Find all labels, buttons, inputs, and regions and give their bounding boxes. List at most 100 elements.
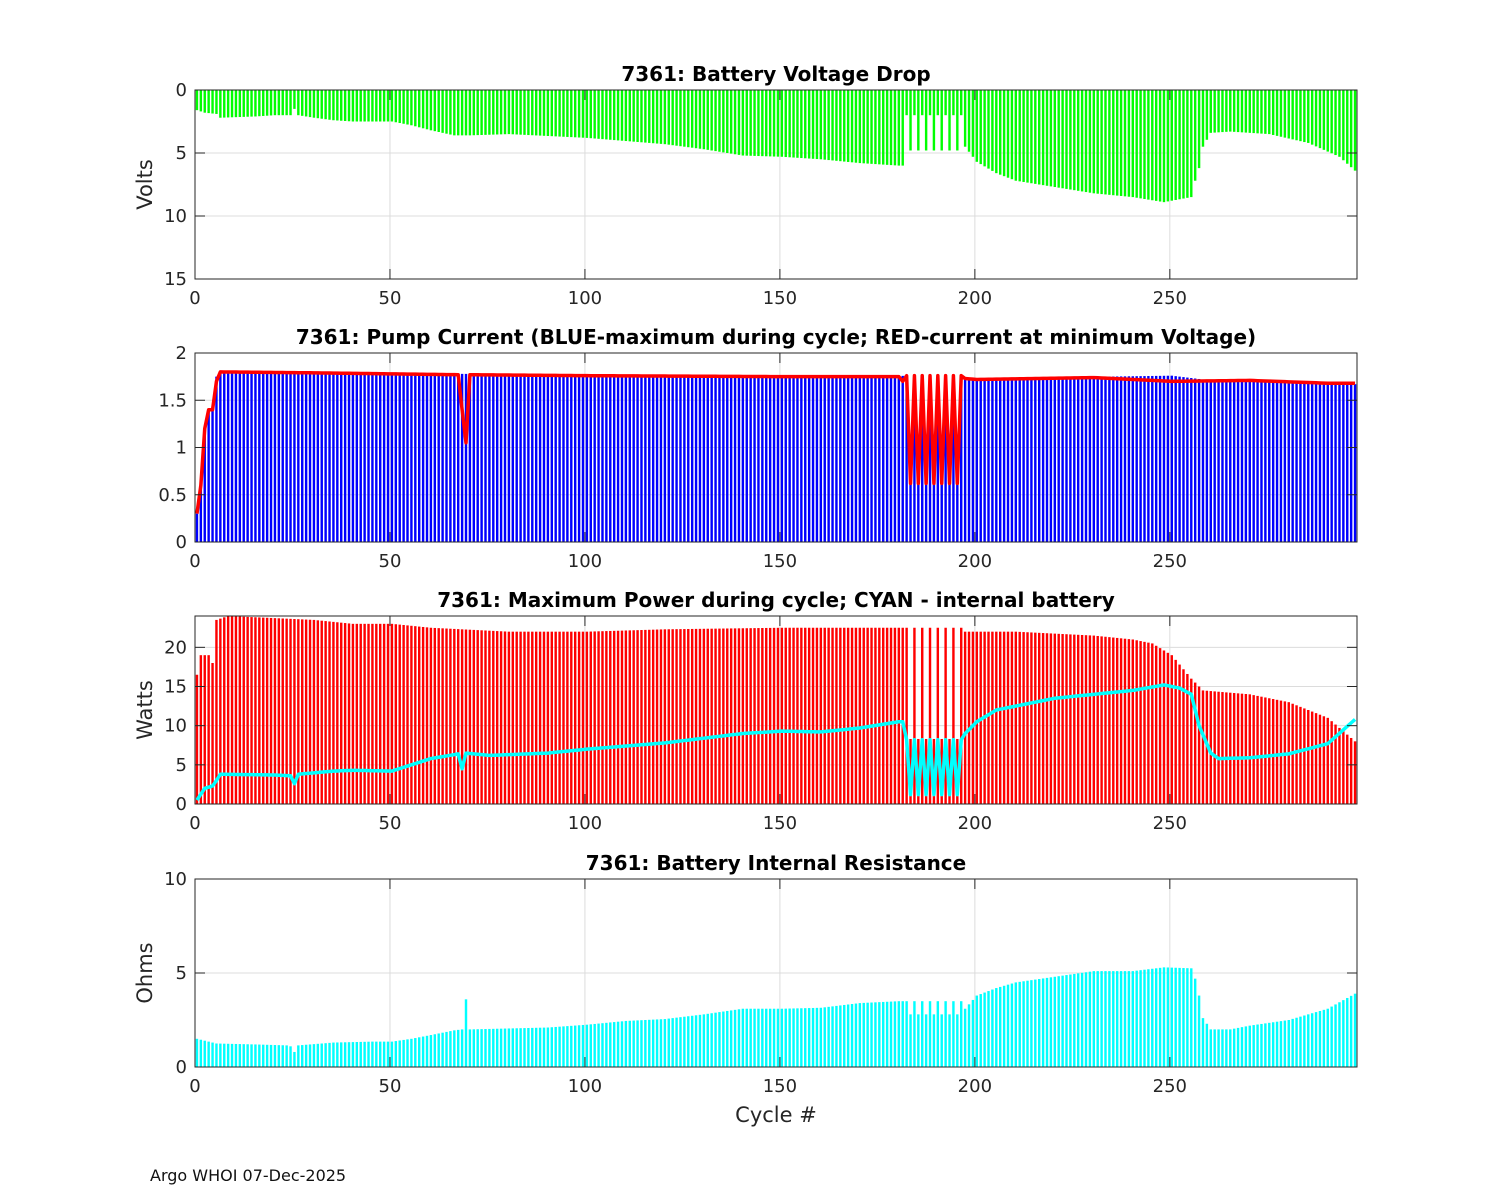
bar-16 xyxy=(258,90,261,117)
bar-149 xyxy=(776,1008,780,1067)
bar-172 xyxy=(866,375,869,542)
bar-120 xyxy=(663,375,667,542)
bar-143 xyxy=(753,1008,756,1067)
bar-132 xyxy=(710,628,713,804)
bar-140 xyxy=(741,1008,745,1067)
bar-212 xyxy=(1022,981,1025,1067)
bar-257 xyxy=(1197,90,1201,169)
bar-221 xyxy=(1057,976,1060,1067)
bar-258 xyxy=(1201,90,1205,147)
bar-248 xyxy=(1162,375,1166,542)
bar-146 xyxy=(765,627,768,804)
bar-135 xyxy=(722,375,725,542)
bar-74 xyxy=(484,90,487,135)
bar-238 xyxy=(1123,376,1127,542)
bar-289 xyxy=(1322,90,1326,150)
bar-15 xyxy=(254,372,257,542)
bar-43 xyxy=(363,623,366,804)
bar-219 xyxy=(1049,633,1053,804)
bar-203 xyxy=(987,90,990,169)
bar-163 xyxy=(831,627,834,804)
bar-288 xyxy=(1318,714,1322,804)
bar-215 xyxy=(1034,90,1037,184)
bar-75 xyxy=(488,90,491,135)
bar-100 xyxy=(585,631,589,804)
bar-114 xyxy=(640,375,643,542)
bar-163 xyxy=(831,90,834,161)
bar-244 xyxy=(1147,90,1150,200)
bar-153 xyxy=(792,375,795,542)
bar-176 xyxy=(882,375,885,542)
bar-220 xyxy=(1053,976,1057,1067)
bar-69 xyxy=(464,373,468,542)
bar-133 xyxy=(714,1012,717,1067)
bar-139 xyxy=(737,628,741,804)
bar-107 xyxy=(612,90,616,141)
bar-91 xyxy=(550,631,553,804)
bar-170 xyxy=(858,90,862,164)
bar-70 xyxy=(468,1029,472,1067)
bar-123 xyxy=(675,375,678,542)
bar-153 xyxy=(792,627,795,804)
bar-218 xyxy=(1045,977,1049,1067)
bar-211 xyxy=(1018,981,1021,1067)
bar-182 xyxy=(905,90,908,116)
bar-113 xyxy=(636,374,639,542)
bar-191 xyxy=(940,1014,943,1067)
bar-37 xyxy=(340,373,343,542)
y-tick-label: 5 xyxy=(176,755,187,776)
bar-211 xyxy=(1018,631,1021,804)
bar-121 xyxy=(667,90,670,145)
bar-24 xyxy=(289,1046,292,1067)
bar-119 xyxy=(659,90,663,144)
bar-212 xyxy=(1022,377,1025,542)
bar-265 xyxy=(1229,1029,1232,1067)
bar-58 xyxy=(421,90,425,129)
x-tick-label: 250 xyxy=(1153,288,1187,309)
bar-201 xyxy=(979,994,982,1067)
bar-238 xyxy=(1123,90,1127,197)
bar-10 xyxy=(234,616,238,804)
bar-163 xyxy=(831,1006,834,1067)
bar-211 xyxy=(1018,90,1021,182)
bar-197 xyxy=(963,90,967,147)
x-tick-label: 150 xyxy=(763,288,797,309)
bar-50 xyxy=(390,373,394,542)
x-tick-label: 50 xyxy=(379,813,402,834)
bar-64 xyxy=(445,1031,448,1067)
bar-9 xyxy=(230,90,234,118)
bar-18 xyxy=(265,1044,269,1067)
bar-230 xyxy=(1092,90,1096,194)
bar-78 xyxy=(499,1028,503,1067)
bar-113 xyxy=(636,1020,639,1067)
bar-4 xyxy=(211,409,214,542)
bar-270 xyxy=(1248,381,1251,542)
bar-72 xyxy=(476,630,479,804)
bar-164 xyxy=(835,375,838,542)
bar-95 xyxy=(566,631,569,804)
bar-69 xyxy=(464,90,468,136)
x-tick-label: 0 xyxy=(189,288,200,309)
bar-51 xyxy=(394,1041,398,1067)
bar-48 xyxy=(382,373,386,542)
bar-174 xyxy=(874,90,877,165)
bar-284 xyxy=(1303,382,1306,542)
bar-286 xyxy=(1310,90,1314,145)
bar-38 xyxy=(343,1042,347,1067)
bar-244 xyxy=(1147,642,1150,804)
bar-174 xyxy=(874,375,877,542)
bar-184 xyxy=(913,375,916,542)
bar-88 xyxy=(538,631,542,804)
bar-281 xyxy=(1291,1018,1294,1067)
bar-85 xyxy=(527,1027,530,1067)
bar-57 xyxy=(418,90,421,128)
bar-242 xyxy=(1139,90,1142,199)
bar-209 xyxy=(1010,90,1014,180)
bar-8 xyxy=(226,616,230,804)
bar-69 xyxy=(464,629,468,804)
bar-189 xyxy=(932,483,936,542)
chart-panel-3: 0 50 100 150 200 250 0 5 10 15 20 7361: Maximum Pow… xyxy=(133,588,1358,834)
bar-110 xyxy=(624,374,628,542)
bar-261 xyxy=(1213,691,1216,804)
bar-147 xyxy=(768,90,772,157)
